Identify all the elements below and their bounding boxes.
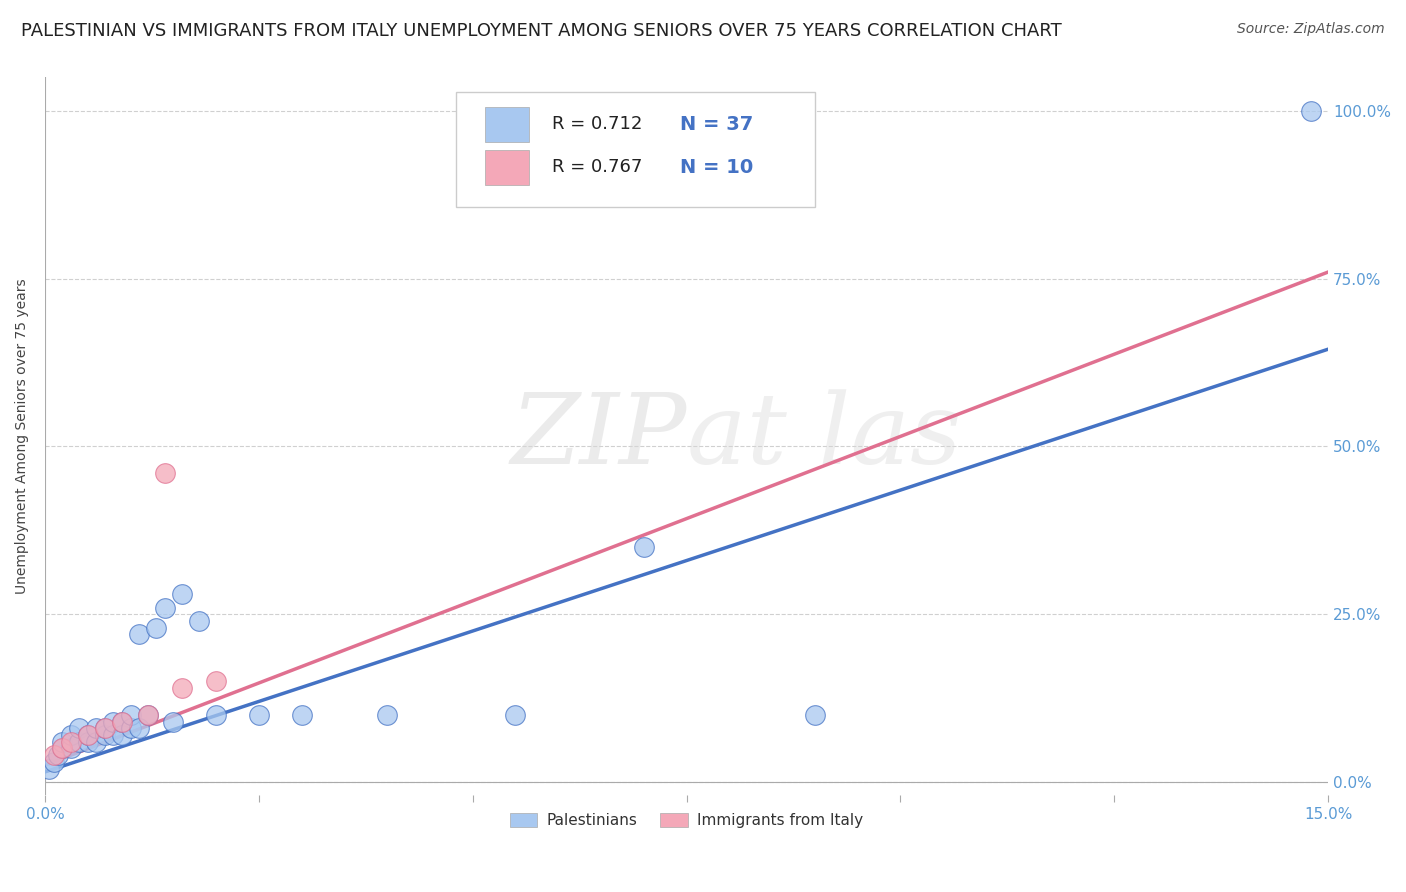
Point (42, 755, 65, 769)
Point (84, 735, 107, 749)
Point (94, 721, 117, 735)
Point (153, 600, 176, 615)
Point (76, 728, 98, 742)
Point (375, 707, 398, 722)
Point (153, 467, 176, 481)
Point (111, 714, 134, 729)
Point (103, 714, 125, 729)
Point (804, 707, 827, 722)
Text: PALESTINIAN VS IMMIGRANTS FROM ITALY UNEMPLOYMENT AMONG SENIORS OVER 75 YEARS CO: PALESTINIAN VS IMMIGRANTS FROM ITALY UNE… (21, 22, 1062, 40)
Point (188, 614, 211, 628)
Text: R = 0.712: R = 0.712 (551, 115, 643, 133)
Point (51, 735, 73, 749)
Point (46, 748, 69, 763)
Point (205, 674, 228, 689)
Point (59, 728, 82, 742)
Y-axis label: Unemployment Among Seniors over 75 years: Unemployment Among Seniors over 75 years (15, 278, 30, 594)
Point (136, 707, 159, 722)
Point (128, 721, 150, 735)
Point (120, 721, 142, 735)
Point (59, 741, 82, 756)
Text: at las: at las (686, 389, 962, 484)
Text: N = 10: N = 10 (681, 158, 754, 177)
FancyBboxPatch shape (485, 150, 529, 185)
Text: Source: ZipAtlas.com: Source: ZipAtlas.com (1237, 22, 1385, 37)
Point (59, 735, 82, 749)
Point (111, 714, 134, 729)
Point (38, 762, 60, 776)
Point (120, 707, 142, 722)
Point (128, 627, 150, 641)
Point (633, 540, 655, 554)
Point (67, 721, 90, 735)
Point (145, 621, 167, 635)
Text: N = 37: N = 37 (681, 114, 754, 134)
FancyBboxPatch shape (456, 92, 815, 207)
Point (111, 728, 134, 742)
Point (205, 707, 228, 722)
Text: ZIP: ZIP (510, 389, 686, 484)
FancyBboxPatch shape (485, 106, 529, 142)
Point (94, 728, 117, 742)
Point (84, 721, 107, 735)
Point (67, 735, 90, 749)
Point (247, 707, 270, 722)
Point (76, 735, 98, 749)
Legend: Palestinians, Immigrants from Italy: Palestinians, Immigrants from Italy (503, 807, 869, 834)
Point (170, 587, 193, 601)
Point (94, 721, 117, 735)
Point (1299, 103, 1322, 118)
Point (103, 728, 125, 742)
Point (505, 707, 527, 722)
Point (51, 741, 73, 756)
Point (42, 748, 65, 763)
Point (136, 707, 159, 722)
Point (162, 714, 184, 729)
Text: R = 0.767: R = 0.767 (551, 158, 643, 177)
Point (291, 707, 314, 722)
Point (76, 728, 98, 742)
Point (170, 681, 193, 695)
Point (51, 741, 73, 756)
